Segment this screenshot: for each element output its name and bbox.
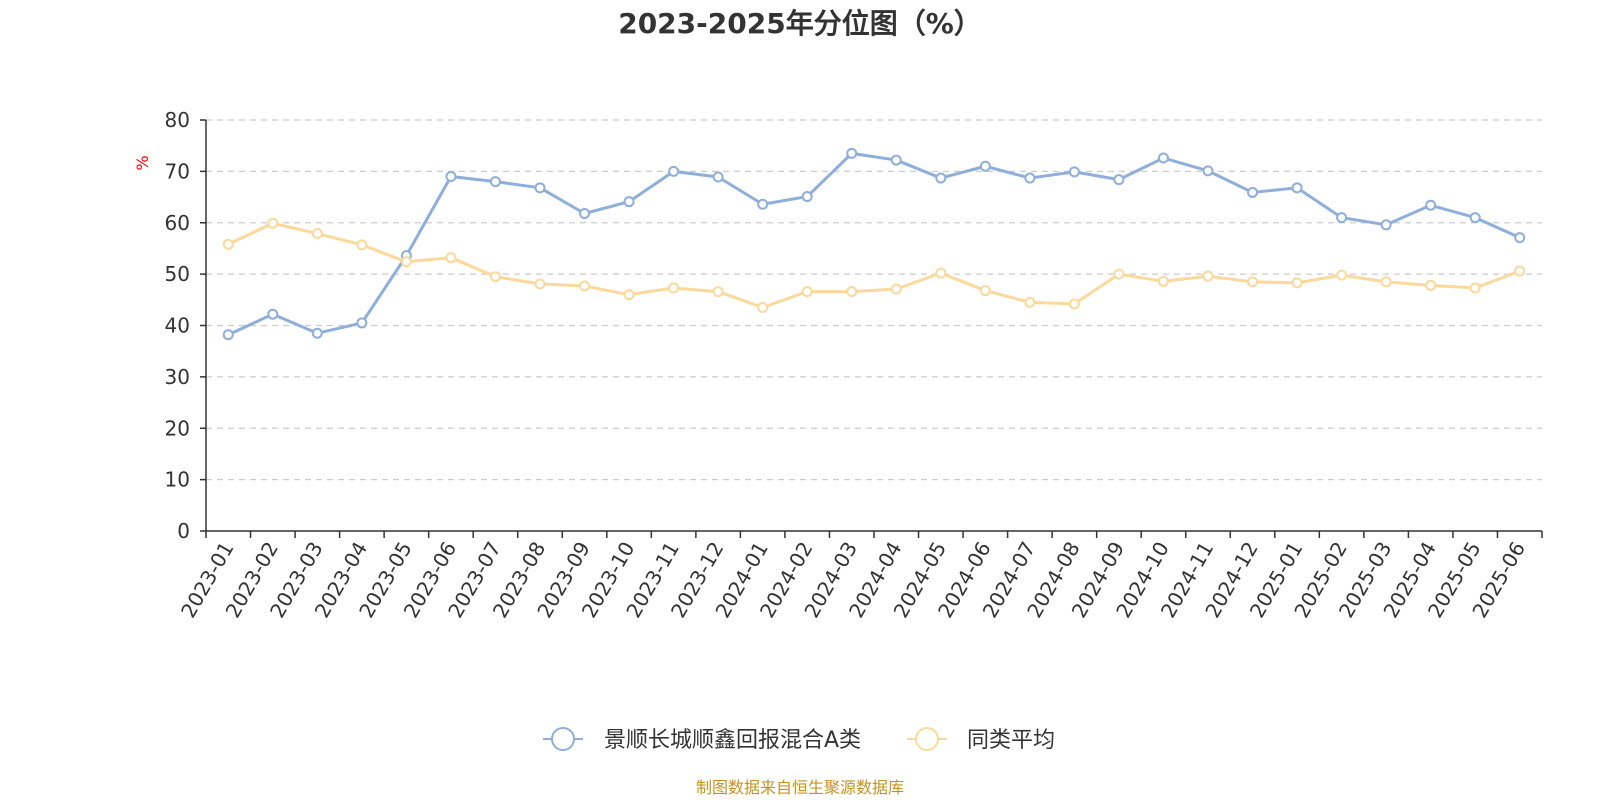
- series-group: [222, 147, 1526, 341]
- data-point[interactable]: [267, 308, 279, 320]
- data-point[interactable]: [846, 286, 858, 298]
- y-axis-unit-label: %: [133, 155, 152, 170]
- data-point[interactable]: [489, 271, 501, 283]
- data-point[interactable]: [489, 176, 501, 188]
- data-point[interactable]: [534, 182, 546, 194]
- data-point[interactable]: [757, 302, 769, 314]
- data-point[interactable]: [712, 171, 724, 183]
- y-tick-label: 0: [177, 519, 190, 543]
- data-point[interactable]: [979, 160, 991, 172]
- legend-item-0[interactable]: 景顺长城顺鑫回报混合A类: [543, 727, 861, 753]
- data-point[interactable]: [890, 283, 902, 295]
- series-line-0: [227, 151, 1521, 337]
- data-point[interactable]: [1247, 276, 1259, 288]
- data-point[interactable]: [1068, 166, 1080, 178]
- data-point[interactable]: [1291, 277, 1303, 289]
- data-point[interactable]: [846, 147, 858, 159]
- y-tick-label: 60: [165, 211, 190, 235]
- data-point[interactable]: [400, 256, 412, 268]
- data-point[interactable]: [1336, 212, 1348, 224]
- data-point[interactable]: [979, 285, 991, 297]
- data-point[interactable]: [445, 252, 457, 264]
- data-point[interactable]: [1113, 268, 1125, 280]
- data-point[interactable]: [1469, 212, 1481, 224]
- data-point[interactable]: [1024, 172, 1036, 184]
- data-point[interactable]: [1425, 279, 1437, 291]
- data-point[interactable]: [623, 196, 635, 208]
- legend-marker-icon: [915, 727, 939, 751]
- data-point[interactable]: [534, 278, 546, 290]
- data-point[interactable]: [356, 317, 368, 329]
- y-tick-label: 70: [165, 159, 190, 183]
- x-axis-ticks: 2023-012023-022023-032023-042023-052023-…: [176, 531, 1543, 622]
- data-point[interactable]: [757, 198, 769, 210]
- data-point[interactable]: [668, 165, 680, 177]
- legend[interactable]: 景顺长城顺鑫回报混合A类 同类平均: [543, 727, 1055, 753]
- y-tick-label: 20: [165, 416, 190, 440]
- data-point[interactable]: [1068, 298, 1080, 310]
- y-tick-label: 10: [165, 468, 190, 492]
- data-point[interactable]: [311, 228, 323, 240]
- data-point[interactable]: [712, 286, 724, 298]
- data-point[interactable]: [1380, 276, 1392, 288]
- data-point[interactable]: [267, 217, 279, 229]
- data-point[interactable]: [623, 289, 635, 301]
- data-point[interactable]: [1024, 296, 1036, 308]
- y-tick-label: 80: [165, 108, 190, 132]
- data-point[interactable]: [935, 172, 947, 184]
- legend-item-1[interactable]: 同类平均: [907, 727, 1055, 753]
- y-tick-label: 50: [165, 262, 190, 286]
- y-tick-label: 30: [165, 365, 190, 389]
- data-point[interactable]: [935, 267, 947, 279]
- data-point[interactable]: [311, 327, 323, 339]
- y-axis-ticks: 0 10 20 30 40 50 60 70 80: [165, 108, 206, 543]
- data-point[interactable]: [890, 154, 902, 166]
- data-point[interactable]: [1202, 270, 1214, 282]
- grid-lines: [206, 119, 1542, 481]
- data-point[interactable]: [1469, 282, 1481, 294]
- data-point[interactable]: [579, 280, 591, 292]
- data-point[interactable]: [1514, 232, 1526, 244]
- data-point[interactable]: [1291, 182, 1303, 194]
- data-point[interactable]: [1157, 275, 1169, 287]
- data-point[interactable]: [222, 329, 234, 341]
- data-point[interactable]: [1336, 269, 1348, 281]
- chart-title: 2023-2025年分位图（%）: [618, 7, 982, 40]
- data-point[interactable]: [801, 191, 813, 203]
- data-point[interactable]: [222, 238, 234, 250]
- data-point[interactable]: [1202, 165, 1214, 177]
- data-point[interactable]: [356, 239, 368, 251]
- y-tick-label: 40: [165, 314, 190, 338]
- data-point[interactable]: [579, 208, 591, 220]
- series-line-1: [227, 221, 1521, 310]
- legend-marker-icon: [551, 727, 575, 751]
- data-point[interactable]: [1247, 186, 1259, 198]
- data-source-note: 制图数据来自恒生聚源数据库: [696, 778, 904, 797]
- data-point[interactable]: [445, 171, 457, 183]
- legend-label: 景顺长城顺鑫回报混合A类: [604, 728, 861, 753]
- legend-label: 同类平均: [967, 728, 1055, 753]
- data-point[interactable]: [1380, 219, 1392, 231]
- data-point[interactable]: [801, 286, 813, 298]
- data-point[interactable]: [1113, 174, 1125, 186]
- data-point[interactable]: [668, 282, 680, 294]
- data-point[interactable]: [1425, 199, 1437, 211]
- data-point[interactable]: [1157, 152, 1169, 164]
- data-point[interactable]: [1514, 265, 1526, 277]
